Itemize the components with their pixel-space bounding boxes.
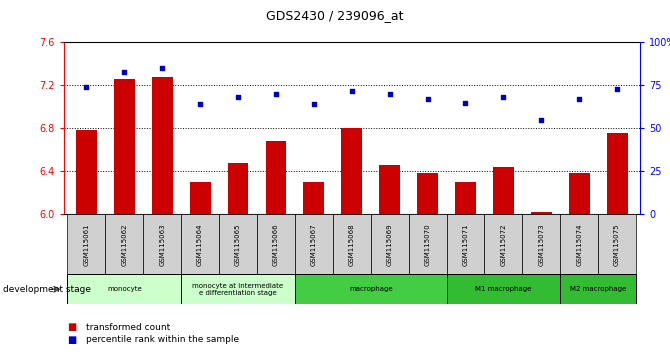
- Text: GSM115071: GSM115071: [462, 223, 468, 266]
- Text: development stage: development stage: [3, 285, 91, 294]
- Point: [536, 117, 547, 122]
- Text: M2 macrophage: M2 macrophage: [570, 286, 626, 292]
- Bar: [333, 214, 371, 274]
- Bar: [409, 214, 446, 274]
- Bar: [181, 274, 295, 304]
- Point: [422, 96, 433, 102]
- Bar: [219, 214, 257, 274]
- Bar: [76, 131, 97, 214]
- Bar: [341, 128, 362, 214]
- Bar: [379, 165, 400, 214]
- Bar: [371, 214, 409, 274]
- Text: GSM115070: GSM115070: [425, 223, 431, 266]
- Text: GSM115075: GSM115075: [614, 223, 620, 266]
- Text: macrophage: macrophage: [349, 286, 393, 292]
- Text: transformed count: transformed count: [86, 323, 170, 332]
- Point: [498, 95, 509, 100]
- Text: GSM115067: GSM115067: [311, 223, 317, 266]
- Bar: [68, 274, 181, 304]
- Bar: [531, 212, 551, 214]
- Text: percentile rank within the sample: percentile rank within the sample: [86, 335, 239, 344]
- Bar: [446, 214, 484, 274]
- Text: GSM115063: GSM115063: [159, 223, 165, 266]
- Text: monocyte: monocyte: [107, 286, 141, 292]
- Bar: [560, 214, 598, 274]
- Point: [346, 88, 357, 93]
- Bar: [228, 162, 249, 214]
- Bar: [484, 214, 523, 274]
- Bar: [265, 141, 286, 214]
- Point: [308, 102, 319, 107]
- Text: ■: ■: [67, 335, 76, 345]
- Bar: [114, 79, 135, 214]
- Point: [574, 96, 584, 102]
- Point: [460, 100, 471, 105]
- Bar: [493, 167, 514, 214]
- Bar: [417, 173, 438, 214]
- Point: [271, 91, 281, 97]
- Text: GSM115065: GSM115065: [235, 223, 241, 266]
- Point: [195, 102, 206, 107]
- Bar: [598, 214, 636, 274]
- Bar: [190, 182, 210, 214]
- Bar: [569, 173, 590, 214]
- Point: [81, 84, 92, 90]
- Point: [157, 65, 168, 71]
- Bar: [295, 274, 446, 304]
- Text: GSM115068: GSM115068: [349, 223, 354, 266]
- Point: [612, 86, 622, 92]
- Point: [385, 91, 395, 97]
- Text: ■: ■: [67, 322, 76, 332]
- Text: GSM115074: GSM115074: [576, 223, 582, 266]
- Text: GSM115061: GSM115061: [83, 223, 89, 266]
- Bar: [446, 274, 560, 304]
- Bar: [304, 182, 324, 214]
- Bar: [523, 214, 560, 274]
- Bar: [560, 274, 636, 304]
- Bar: [152, 77, 173, 214]
- Text: GSM115064: GSM115064: [197, 223, 203, 266]
- Text: monocyte at intermediate
e differentiation stage: monocyte at intermediate e differentiati…: [192, 283, 283, 296]
- Text: GSM115072: GSM115072: [500, 223, 507, 266]
- Bar: [181, 214, 219, 274]
- Text: M1 macrophage: M1 macrophage: [475, 286, 531, 292]
- Text: GSM115069: GSM115069: [387, 223, 393, 266]
- Text: GDS2430 / 239096_at: GDS2430 / 239096_at: [266, 9, 404, 22]
- Bar: [68, 214, 105, 274]
- Bar: [105, 214, 143, 274]
- Point: [119, 69, 130, 74]
- Bar: [143, 214, 181, 274]
- Text: GSM115073: GSM115073: [538, 223, 544, 266]
- Bar: [606, 133, 628, 214]
- Text: GSM115062: GSM115062: [121, 223, 127, 266]
- Bar: [257, 214, 295, 274]
- Text: GSM115066: GSM115066: [273, 223, 279, 266]
- Point: [232, 95, 243, 100]
- Bar: [455, 182, 476, 214]
- Bar: [295, 214, 333, 274]
